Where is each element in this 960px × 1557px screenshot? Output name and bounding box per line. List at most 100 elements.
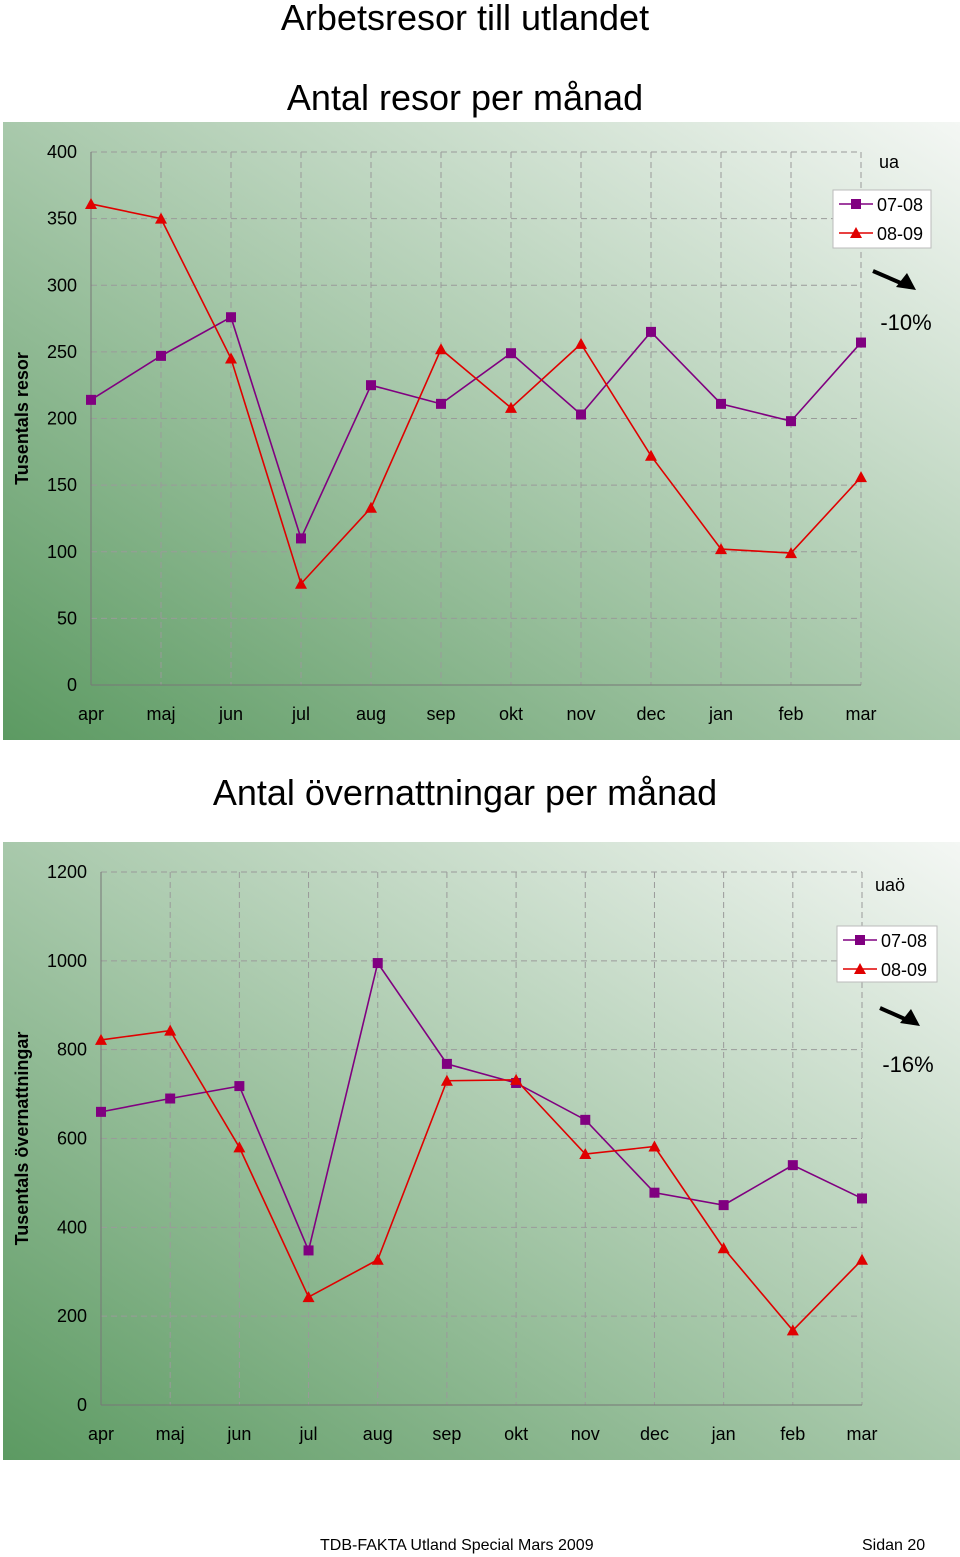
plot-background <box>3 842 960 1460</box>
data-point-07-08 <box>96 1106 106 1117</box>
y-tick-label: 200 <box>57 1306 87 1326</box>
chart-trips: 0 50 100 150 200 250 300 350 400 apr maj jun jul aug s… <box>3 122 960 740</box>
data-point-07-08 <box>86 394 96 405</box>
y-tick-label: 50 <box>57 608 77 628</box>
data-point-07-08 <box>580 1114 591 1125</box>
chart-title-nights: Antal övernattningar per månad <box>212 772 718 813</box>
x-tick-label: jul <box>299 1424 318 1444</box>
y-axis-title: Tusentals resor <box>12 352 32 485</box>
data-point-08-09 <box>225 352 237 364</box>
x-tick-label: apr <box>88 1424 114 1444</box>
x-tick-label: mar <box>846 704 877 724</box>
y-tick-label: 1200 <box>47 862 87 882</box>
data-point-08-09 <box>715 543 727 555</box>
chart-title-trips: Antal resor per månad <box>286 77 644 118</box>
data-point-08-09 <box>717 1242 730 1254</box>
data-point-07-08 <box>226 312 236 323</box>
y-tick-label: 800 <box>57 1040 87 1060</box>
legend-box <box>836 925 938 983</box>
x-tick-label: okt <box>504 1424 528 1444</box>
series-line-08-09 <box>90 203 862 586</box>
data-point-08-09 <box>856 1253 868 1265</box>
data-point-08-09 <box>435 343 447 355</box>
y-tick-label: 600 <box>57 1129 87 1149</box>
legend-label-07-08: 07-08 <box>881 931 927 951</box>
legend-label-08-09: 08-09 <box>881 960 927 980</box>
data-point-07-08 <box>165 1093 176 1104</box>
data-point-07-08 <box>718 1200 729 1211</box>
y-tick-label: 150 <box>47 475 77 495</box>
data-point-07-08 <box>856 337 866 348</box>
y-tick-label: 0 <box>77 1395 87 1415</box>
x-tick-label: dec <box>636 704 665 724</box>
data-point-07-08 <box>646 326 656 337</box>
data-point-07-08 <box>441 1058 452 1069</box>
data-point-08-09 <box>440 1074 453 1086</box>
data-point-08-09 <box>233 1141 246 1153</box>
data-point-07-08 <box>787 1160 798 1171</box>
data-point-07-08 <box>857 1193 867 1204</box>
page-title: Arbetsresor till utlandet <box>280 0 650 38</box>
legend-label-08-09: 08-09 <box>877 224 923 244</box>
plot-background <box>3 122 960 740</box>
data-point-07-08 <box>366 380 376 391</box>
data-point-08-09 <box>645 449 657 461</box>
data-point-07-08 <box>506 348 516 359</box>
y-tick-label: 0 <box>67 675 77 695</box>
data-point-07-08 <box>156 350 166 361</box>
legend-title: ua <box>879 152 900 172</box>
data-point-08-09 <box>155 212 167 224</box>
x-tick-label: aug <box>363 1424 393 1444</box>
data-point-08-09 <box>648 1140 661 1152</box>
y-tick-label: 100 <box>47 542 77 562</box>
data-point-07-08 <box>576 409 586 420</box>
legend-label-07-08: 07-08 <box>877 195 923 215</box>
data-point-07-08 <box>716 398 726 409</box>
x-tick-label: okt <box>499 704 523 724</box>
data-point-08-09 <box>164 1024 177 1036</box>
data-point-07-08 <box>303 1245 314 1256</box>
footer-source: TDB-FAKTA Utland Special Mars 2009 <box>320 1537 594 1554</box>
legend-marker-07-08 <box>855 935 865 945</box>
y-tick-label: 1000 <box>47 951 87 971</box>
legend-title: uaö <box>875 875 905 895</box>
arrow-down-right-icon <box>879 1006 920 1026</box>
x-tick-label: aug <box>356 704 386 724</box>
series-line-08-09 <box>100 1029 863 1332</box>
x-tick-label: sep <box>426 704 455 724</box>
x-tick-label: feb <box>780 1424 805 1444</box>
x-tick-label: nov <box>566 704 595 724</box>
y-tick-label: 350 <box>47 209 77 229</box>
data-point-08-09 <box>295 577 307 589</box>
legend-marker-08-09 <box>854 963 866 974</box>
x-tick-label: jun <box>218 704 243 724</box>
y-tick-label: 200 <box>47 409 77 429</box>
data-point-07-08 <box>786 416 796 427</box>
x-tick-label: dec <box>640 1424 669 1444</box>
x-tick-label: jul <box>291 704 310 724</box>
y-tick-label: 400 <box>57 1217 87 1237</box>
x-tick-label: maj <box>146 704 175 724</box>
data-point-07-08 <box>296 533 306 544</box>
chart-nights: 0 200 400 600 800 1000 1200 apr maj jun jul aug sep o… <box>3 842 960 1460</box>
y-tick-label: 400 <box>47 142 77 162</box>
data-point-08-09 <box>786 1324 799 1336</box>
data-point-08-09 <box>371 1253 384 1265</box>
data-point-08-09 <box>510 1073 523 1085</box>
legend-marker-07-08 <box>851 199 861 209</box>
y-tick-label: 300 <box>47 275 77 295</box>
data-point-08-09 <box>95 1033 107 1045</box>
data-point-07-08 <box>372 958 383 969</box>
x-tick-label: jan <box>708 704 733 724</box>
data-point-08-09 <box>365 501 377 513</box>
x-tick-label: maj <box>156 1424 185 1444</box>
change-annotation: -10% <box>880 310 931 335</box>
change-annotation: -16% <box>882 1052 933 1077</box>
x-tick-label: jun <box>226 1424 251 1444</box>
x-tick-label: jan <box>711 1424 736 1444</box>
data-point-07-08 <box>649 1187 660 1198</box>
legend-box <box>832 189 932 249</box>
footer-page-number: Sidan 20 <box>862 1537 926 1554</box>
y-axis-title: Tusentals övernattningar <box>12 1032 32 1246</box>
x-tick-label: feb <box>778 704 803 724</box>
